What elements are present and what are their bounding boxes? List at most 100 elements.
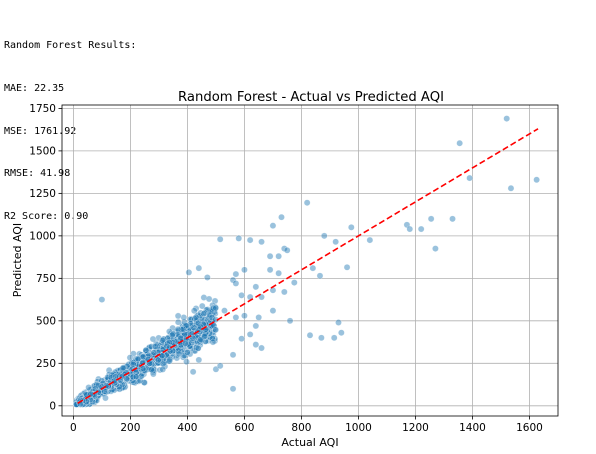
data-point xyxy=(246,236,254,244)
data-point xyxy=(120,364,127,371)
console-line-title: Random Forest Results: xyxy=(4,40,137,52)
data-point xyxy=(198,302,206,310)
data-point xyxy=(208,306,215,314)
data-point xyxy=(190,307,198,315)
console-output: Random Forest Results: MAE: 22.35 MSE: 1… xyxy=(4,11,136,238)
data-point xyxy=(278,213,285,221)
data-point xyxy=(275,269,282,277)
data-point xyxy=(232,314,240,321)
data-point xyxy=(266,266,274,274)
data-point xyxy=(158,352,166,360)
data-point xyxy=(246,331,254,338)
data-point xyxy=(140,379,148,386)
data-point xyxy=(449,215,456,223)
data-point xyxy=(258,344,265,352)
x-axis: 0 200 400 600 800 1000 1200 1400 1600 xyxy=(70,416,543,434)
data-point xyxy=(208,314,216,321)
data-point xyxy=(212,326,220,334)
reference-line-layer xyxy=(77,128,539,404)
y-tick-label: 1250 xyxy=(29,188,56,200)
data-point xyxy=(280,288,288,296)
data-point xyxy=(241,312,248,320)
data-point xyxy=(174,312,182,320)
data-point xyxy=(168,331,176,339)
data-point xyxy=(432,245,439,252)
x-tick-label: 1000 xyxy=(345,422,372,434)
data-point xyxy=(209,304,217,312)
y-tick-label: 250 xyxy=(36,358,56,370)
data-point xyxy=(303,199,311,207)
data-point xyxy=(466,174,473,182)
data-point xyxy=(149,335,157,343)
data-point xyxy=(139,365,147,373)
data-point xyxy=(142,346,150,354)
y-axis-label: Predicted AQI xyxy=(11,223,24,297)
data-point xyxy=(343,263,351,271)
y-tick-label: 500 xyxy=(36,316,56,328)
data-point xyxy=(347,224,355,231)
data-point xyxy=(201,309,209,317)
data-point xyxy=(269,222,277,230)
y-tick-label: 1500 xyxy=(29,146,56,158)
data-point xyxy=(123,375,131,383)
data-point xyxy=(110,386,118,394)
data-point xyxy=(427,215,435,223)
data-point xyxy=(507,184,515,192)
data-point xyxy=(189,334,197,342)
data-point xyxy=(205,295,213,303)
data-point xyxy=(165,339,173,346)
data-point xyxy=(129,361,137,368)
x-tick-label: 1600 xyxy=(516,422,543,434)
x-tick-label: 400 xyxy=(177,422,197,434)
data-point xyxy=(252,322,260,330)
data-point xyxy=(212,304,220,312)
data-point xyxy=(195,356,203,364)
data-point xyxy=(211,337,219,345)
data-point xyxy=(166,357,173,365)
console-line-r2: R2 Score: 0.90 xyxy=(4,210,89,222)
plot-area xyxy=(72,115,540,408)
data-point xyxy=(102,394,109,402)
chart-title: Random Forest - Actual vs Predicted AQI xyxy=(178,90,444,105)
data-point xyxy=(232,270,240,278)
data-point xyxy=(283,246,291,254)
grid-layer xyxy=(62,105,558,416)
data-point xyxy=(132,355,140,363)
data-point xyxy=(255,314,263,321)
data-point xyxy=(174,318,182,326)
data-point xyxy=(156,366,164,374)
data-point xyxy=(229,385,237,393)
data-point xyxy=(201,332,208,340)
data-point xyxy=(366,236,374,244)
data-point xyxy=(150,349,158,356)
data-point xyxy=(123,362,131,370)
data-point xyxy=(196,312,204,320)
data-point xyxy=(148,343,155,350)
y-tick-label: 750 xyxy=(36,273,56,285)
data-point xyxy=(252,341,260,348)
data-point xyxy=(306,331,314,339)
data-point xyxy=(241,266,248,274)
x-tick-label: 600 xyxy=(234,422,254,434)
data-point xyxy=(200,310,208,318)
data-point xyxy=(159,336,166,344)
reference-line xyxy=(77,128,539,404)
data-point xyxy=(116,385,123,393)
data-point xyxy=(209,335,216,342)
data-point xyxy=(330,334,338,342)
data-point xyxy=(119,364,127,372)
data-point xyxy=(167,335,175,343)
data-point xyxy=(180,314,188,321)
x-tick-label: 800 xyxy=(291,422,311,434)
data-point xyxy=(181,330,189,338)
data-point xyxy=(183,358,190,366)
data-point xyxy=(316,272,324,280)
data-point xyxy=(309,264,317,272)
data-point xyxy=(235,235,243,242)
data-point xyxy=(151,343,159,350)
x-tick-label: 0 xyxy=(70,422,77,434)
data-point xyxy=(159,366,167,373)
data-point xyxy=(132,373,140,381)
data-point xyxy=(192,305,200,312)
data-point xyxy=(174,325,182,333)
